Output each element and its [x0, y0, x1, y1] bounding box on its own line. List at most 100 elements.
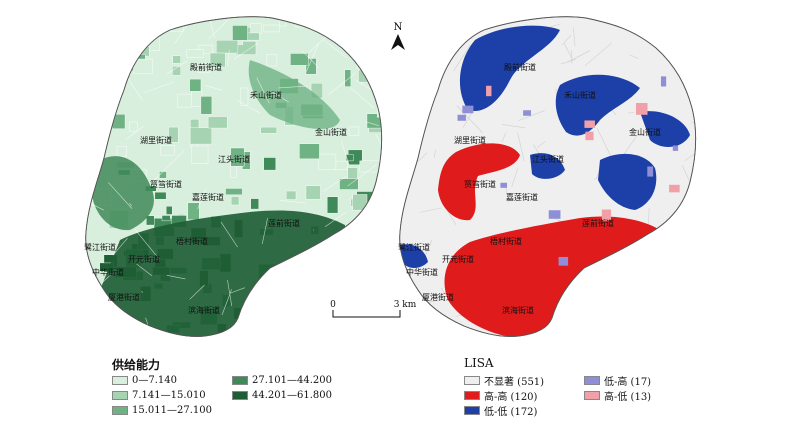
choropleth-cell	[299, 143, 320, 160]
choropleth-cell	[263, 24, 280, 33]
lisa-swatch-4	[584, 376, 600, 385]
lisa-swatch-2	[464, 391, 480, 400]
choropleth-cell	[318, 153, 337, 171]
choropleth-cell	[359, 160, 380, 173]
choropleth-cell	[352, 194, 368, 211]
road-line	[256, 77, 270, 104]
road-line	[221, 289, 232, 315]
lisa-cell	[500, 182, 508, 188]
road-line	[125, 326, 143, 337]
choropleth-cell	[198, 44, 214, 54]
road-line	[291, 261, 294, 264]
road-line	[441, 287, 446, 295]
road-line	[561, 312, 581, 320]
lisa-cell	[462, 105, 474, 114]
scale-start-label: 0	[330, 300, 336, 310]
supply-legend-title: 供给能力	[112, 358, 161, 372]
road-line	[302, 50, 319, 68]
lisa-cell	[523, 110, 532, 116]
road-line	[337, 301, 357, 319]
road-line	[166, 60, 188, 75]
lisa-cell	[558, 256, 569, 266]
road-line	[629, 246, 655, 276]
road-line	[562, 34, 572, 45]
choropleth-cell	[225, 188, 243, 195]
choropleth-cell	[305, 58, 317, 75]
low-low-southwest-cluster	[400, 244, 428, 268]
choropleth-cell	[113, 58, 121, 75]
road-line	[126, 125, 145, 140]
choropleth-cell	[286, 315, 296, 332]
choropleth-cell	[230, 196, 240, 206]
label-xiagang: 厦港街道	[108, 292, 140, 302]
road-line	[333, 242, 356, 259]
right-district-labels: 殿前街道 禾山街道 金山街道 湖里街道 江头街道 筼筜街道 嘉莲街道 莲前街道 …	[398, 62, 661, 315]
low-low-heshan-cluster	[555, 74, 640, 136]
choropleth-cell	[146, 215, 155, 226]
road-line	[197, 189, 206, 210]
lisa-cell	[601, 209, 612, 221]
choropleth-cell	[290, 53, 309, 66]
road-line	[583, 266, 607, 280]
road-line	[409, 57, 435, 89]
choropleth-cell	[159, 145, 175, 156]
road-line	[234, 43, 258, 60]
road-line	[502, 124, 526, 129]
low-low-jinshan-cluster	[640, 111, 690, 147]
choropleth-cell	[356, 53, 375, 69]
choropleth-cell	[286, 190, 297, 200]
road-line	[691, 115, 696, 124]
label-dianqian-r: 殿前街道	[504, 62, 536, 72]
supply-legend-item-2: 7.141—15.010	[112, 388, 232, 403]
lisa-cell	[656, 286, 666, 295]
lisa-map: 殿前街道 禾山街道 金山街道 湖里街道 江头街道 筼筜街道 嘉莲街道 莲前街道 …	[398, 16, 697, 338]
high-high-west-cluster	[438, 143, 520, 221]
road-line	[418, 63, 442, 69]
choropleth-cell	[200, 96, 213, 115]
road-line	[237, 100, 261, 114]
north-arrow-icon	[391, 34, 405, 50]
choropleth-cell	[240, 87, 249, 106]
road-line	[350, 87, 375, 109]
road-line	[86, 87, 108, 89]
choropleth-cell	[134, 16, 151, 23]
road-line	[596, 127, 612, 157]
swatch-5	[232, 391, 248, 400]
lisa-legend-item-2: 高-高 (120)	[464, 388, 584, 403]
choropleth-cell	[358, 69, 368, 83]
road-line	[564, 43, 572, 59]
choropleth-cell	[263, 157, 276, 171]
choropleth-cell	[276, 318, 285, 333]
road-line	[692, 256, 696, 269]
road-line	[249, 316, 265, 337]
choropleth-cell	[375, 216, 382, 226]
road-line	[279, 200, 306, 204]
lisa-legend-item-5: 高-低 (13)	[584, 388, 694, 403]
road-line	[684, 139, 696, 162]
choropleth-cell	[172, 55, 181, 64]
label-lianqian: 莲前街道	[268, 218, 300, 228]
road-line	[189, 284, 205, 300]
road-line	[501, 132, 507, 143]
swatch-3	[112, 406, 128, 415]
choropleth-cell	[110, 37, 120, 48]
road-line	[229, 287, 245, 294]
choropleth-cell	[197, 63, 210, 73]
road-line	[456, 105, 483, 134]
choropleth-cell	[154, 191, 167, 200]
road-line	[323, 39, 347, 58]
lisa-cell	[660, 76, 667, 87]
label-jinshan-r: 金山街道	[629, 127, 661, 137]
choropleth-cell	[327, 196, 339, 214]
choropleth-cell	[191, 89, 203, 107]
choropleth-cell	[90, 57, 102, 71]
road-line	[141, 291, 144, 293]
scale-bar: 0 3 km	[330, 300, 417, 318]
road-line	[419, 207, 443, 213]
choropleth-cell	[323, 261, 343, 277]
road-line	[328, 73, 356, 95]
label-lianqian-r: 莲前街道	[582, 218, 614, 228]
road-line	[511, 168, 518, 187]
road-line	[101, 274, 111, 284]
road-line	[89, 24, 109, 52]
